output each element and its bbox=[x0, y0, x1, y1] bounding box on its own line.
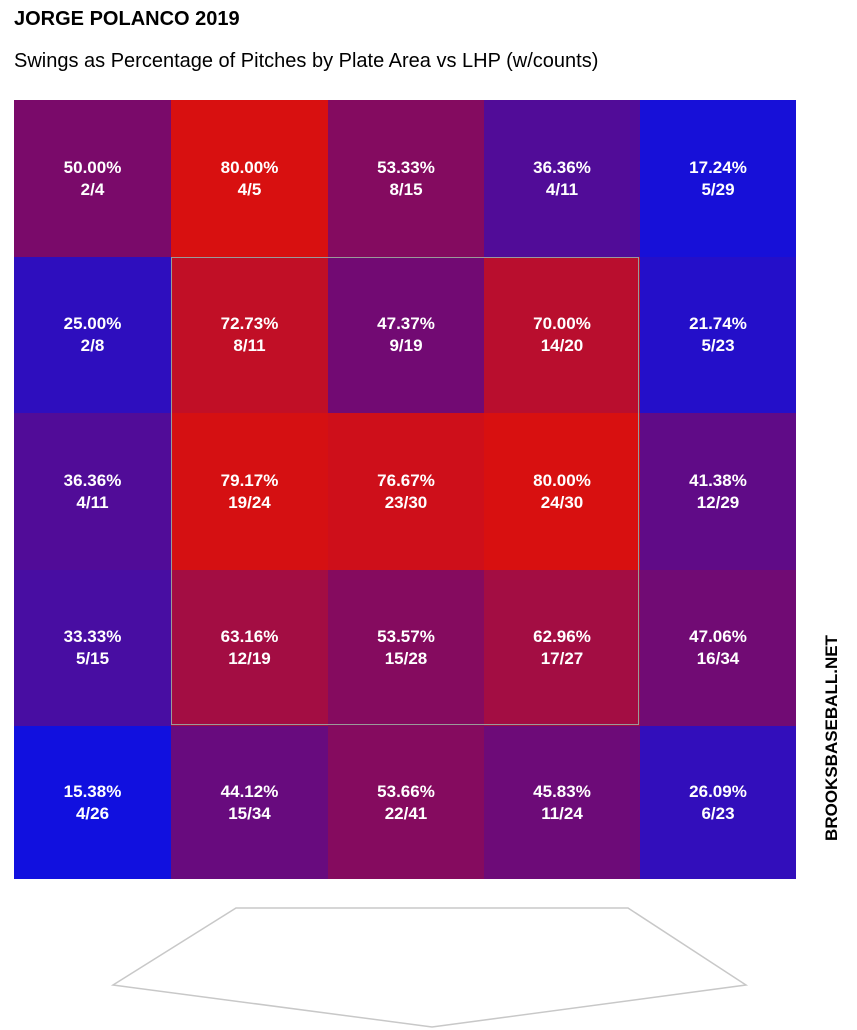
cell-count: 4/26 bbox=[75, 803, 110, 823]
home-plate-shape bbox=[110, 907, 749, 1028]
cell-count: 4/11 bbox=[545, 179, 579, 199]
heatmap-cell: 80.00% 24/30 bbox=[484, 413, 640, 570]
cell-percentage: 53.66% bbox=[377, 781, 435, 801]
cell-count: 15/34 bbox=[228, 803, 271, 823]
heatmap-cell: 45.83% 11/24 bbox=[484, 726, 640, 879]
cell-count: 9/19 bbox=[389, 336, 423, 355]
cell-count: 5/29 bbox=[701, 179, 735, 199]
cell-count: 6/23 bbox=[701, 803, 735, 823]
cell-percentage: 72.73% bbox=[220, 314, 279, 333]
cell-count: 23/30 bbox=[384, 492, 428, 512]
cell-percentage: 21.74% bbox=[689, 314, 747, 333]
cell-percentage: 45.83% bbox=[533, 781, 591, 801]
cell-count: 12/29 bbox=[696, 492, 740, 512]
cell-percentage: 25.00% bbox=[63, 314, 122, 333]
cell-percentage: 53.57% bbox=[377, 627, 435, 646]
cell-percentage: 63.16% bbox=[220, 627, 279, 646]
cell-percentage: 79.17% bbox=[220, 470, 279, 490]
cell-percentage: 36.36% bbox=[63, 470, 122, 490]
heatmap-cell: 41.38% 12/29 bbox=[640, 413, 796, 570]
watermark: BROOKSBASEBALL.NET bbox=[822, 635, 841, 841]
cell-percentage: 26.09% bbox=[689, 781, 747, 801]
heatmap-cell: 53.57% 15/28 bbox=[328, 570, 484, 726]
cell-percentage: 47.37% bbox=[377, 314, 435, 333]
heatmap-cell: 47.37% 9/19 bbox=[328, 257, 484, 413]
heatmap-cell: 53.33% 8/15 bbox=[328, 100, 484, 257]
heatmap-cell: 62.96% 17/27 bbox=[484, 570, 640, 726]
cell-percentage: 80.00% bbox=[533, 470, 591, 490]
cell-percentage: 80.00% bbox=[220, 157, 279, 177]
chart-subtitle: Swings as Percentage of Pitches by Plate… bbox=[14, 50, 599, 72]
cell-percentage: 41.38% bbox=[689, 470, 747, 490]
cell-count: 2/4 bbox=[80, 179, 105, 199]
cell-percentage: 53.33% bbox=[377, 157, 435, 177]
chart-title: JORGE POLANCO 2019 bbox=[14, 8, 240, 30]
cell-count: 8/11 bbox=[233, 336, 266, 355]
cell-count: 15/28 bbox=[384, 649, 428, 668]
cell-count: 11/24 bbox=[541, 803, 583, 823]
cell-count: 17/27 bbox=[540, 649, 584, 668]
heatmap-cell: 21.74% 5/23 bbox=[640, 257, 796, 413]
cell-count: 16/34 bbox=[696, 649, 740, 668]
cell-percentage: 76.67% bbox=[377, 470, 435, 490]
heatmap-cell: 36.36% 4/11 bbox=[14, 413, 171, 570]
cell-percentage: 70.00% bbox=[533, 314, 591, 333]
cell-count: 4/11 bbox=[76, 492, 109, 512]
cell-count: 19/24 bbox=[228, 492, 271, 512]
cell-count: 24/30 bbox=[540, 492, 584, 512]
cell-count: 22/41 bbox=[384, 803, 428, 823]
heatmap-cell: 50.00% 2/4 bbox=[14, 100, 171, 257]
heatmap-cell: 72.73% 8/11 bbox=[171, 257, 328, 413]
heatmap-cell: 26.09% 6/23 bbox=[640, 726, 796, 879]
heatmap-cell: 25.00% 2/8 bbox=[14, 257, 171, 413]
cell-count: 8/15 bbox=[389, 179, 423, 199]
cell-percentage: 36.36% bbox=[533, 157, 591, 177]
heatmap-cell: 63.16% 12/19 bbox=[171, 570, 328, 726]
cell-count: 12/19 bbox=[228, 649, 271, 668]
cell-percentage: 62.96% bbox=[533, 627, 591, 646]
cell-count: 5/23 bbox=[701, 336, 735, 355]
heatmap-cell: 33.33% 5/15 bbox=[14, 570, 171, 726]
cell-percentage: 50.00% bbox=[63, 157, 122, 177]
cell-percentage: 47.06% bbox=[689, 627, 747, 646]
heatmap-grid: 50.00% 2/4 80.00% 4/5 53.33% 8/15 36.36% 4/11 17… bbox=[14, 100, 796, 879]
cell-percentage: 33.33% bbox=[63, 627, 122, 646]
cell-count: 5/15 bbox=[75, 649, 110, 668]
heatmap-cell: 47.06% 16/34 bbox=[640, 570, 796, 726]
heatmap-cell: 17.24% 5/29 bbox=[640, 100, 796, 257]
cell-count: 2/8 bbox=[80, 336, 105, 355]
cell-count: 4/5 bbox=[237, 179, 262, 199]
cell-percentage: 17.24% bbox=[689, 157, 747, 177]
heatmap-cell: 15.38% 4/26 bbox=[14, 726, 171, 879]
heatmap-cell: 70.00% 14/20 bbox=[484, 257, 640, 413]
cell-count: 14/20 bbox=[540, 336, 584, 355]
heatmap-cell: 44.12% 15/34 bbox=[171, 726, 328, 879]
cell-percentage: 44.12% bbox=[220, 781, 279, 801]
cell-percentage: 15.38% bbox=[63, 781, 122, 801]
heatmap-cell: 53.66% 22/41 bbox=[328, 726, 484, 879]
heatmap-cell: 36.36% 4/11 bbox=[484, 100, 640, 257]
heatmap-cell: 76.67% 23/30 bbox=[328, 413, 484, 570]
heatmap-cell: 79.17% 19/24 bbox=[171, 413, 328, 570]
heatmap-cell: 80.00% 4/5 bbox=[171, 100, 328, 257]
